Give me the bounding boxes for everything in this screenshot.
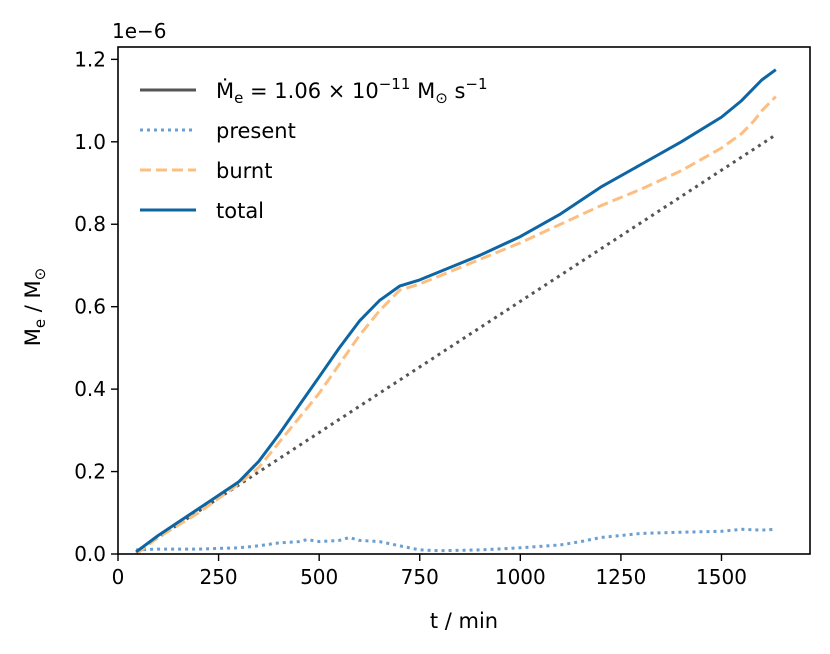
offset-text: 1e−6 (112, 19, 167, 43)
legend-rate-sun: ⊙ (435, 89, 448, 107)
plot-frame (117, 46, 811, 555)
legend-present-label: present (216, 119, 296, 143)
x-tick-label: 1500 (696, 565, 747, 589)
series-line-burnt (135, 95, 777, 556)
series-line-present (136, 527, 776, 553)
legend-rate-exp: −11 (379, 75, 411, 93)
series-layer (135, 68, 777, 556)
series-line-total (135, 68, 777, 554)
legend-rate-unit: M (410, 79, 435, 103)
x-tick-label: 1250 (595, 565, 646, 589)
x-tick-label: 250 (199, 565, 237, 589)
y-axis-label: Me / M⊙ (21, 268, 49, 346)
legend-rate-eq: = 1.06 × 10 (243, 79, 378, 103)
x-tick-label: 500 (300, 565, 338, 589)
y-tick-label: 0.6 (74, 295, 106, 319)
ticks-layer: 0 250 500 750 1000 1250 1500 0.0 0.2 0.4 0.6 0.8 1.0… (74, 47, 747, 589)
legend-rate-s-exp: −1 (465, 75, 487, 93)
legend-rate-m: Ṁ (216, 78, 234, 103)
y-tick-label: 0.8 (74, 212, 106, 236)
legend-rate-label: Ṁe = 1.06 × 10−11 M⊙ s−1 (216, 75, 488, 107)
y-tick-label: 0.4 (74, 377, 106, 401)
x-tick-label: 750 (401, 565, 439, 589)
y-tick-label: 1.0 (74, 130, 106, 154)
y-tick-label: 0.0 (74, 542, 106, 566)
y-axis-label-sub: e (31, 319, 49, 328)
legend: Ṁe = 1.06 × 10−11 M⊙ s−1 present burnt t… (140, 75, 488, 223)
y-axis-label-rest: / M (21, 280, 45, 319)
y-tick-label: 1.2 (74, 47, 106, 71)
legend-total-label: total (216, 199, 264, 223)
x-axis-label: t / min (430, 609, 498, 633)
x-tick-label: 0 (112, 565, 125, 589)
legend-rate-sub: e (234, 89, 243, 107)
y-axis-label-sun: ⊙ (31, 268, 49, 281)
y-tick-label: 0.2 (74, 460, 106, 484)
legend-burnt-label: burnt (216, 159, 272, 183)
y-axis-label-main: M (21, 328, 45, 346)
legend-rate-s: s (448, 79, 466, 103)
x-tick-label: 1000 (495, 565, 546, 589)
